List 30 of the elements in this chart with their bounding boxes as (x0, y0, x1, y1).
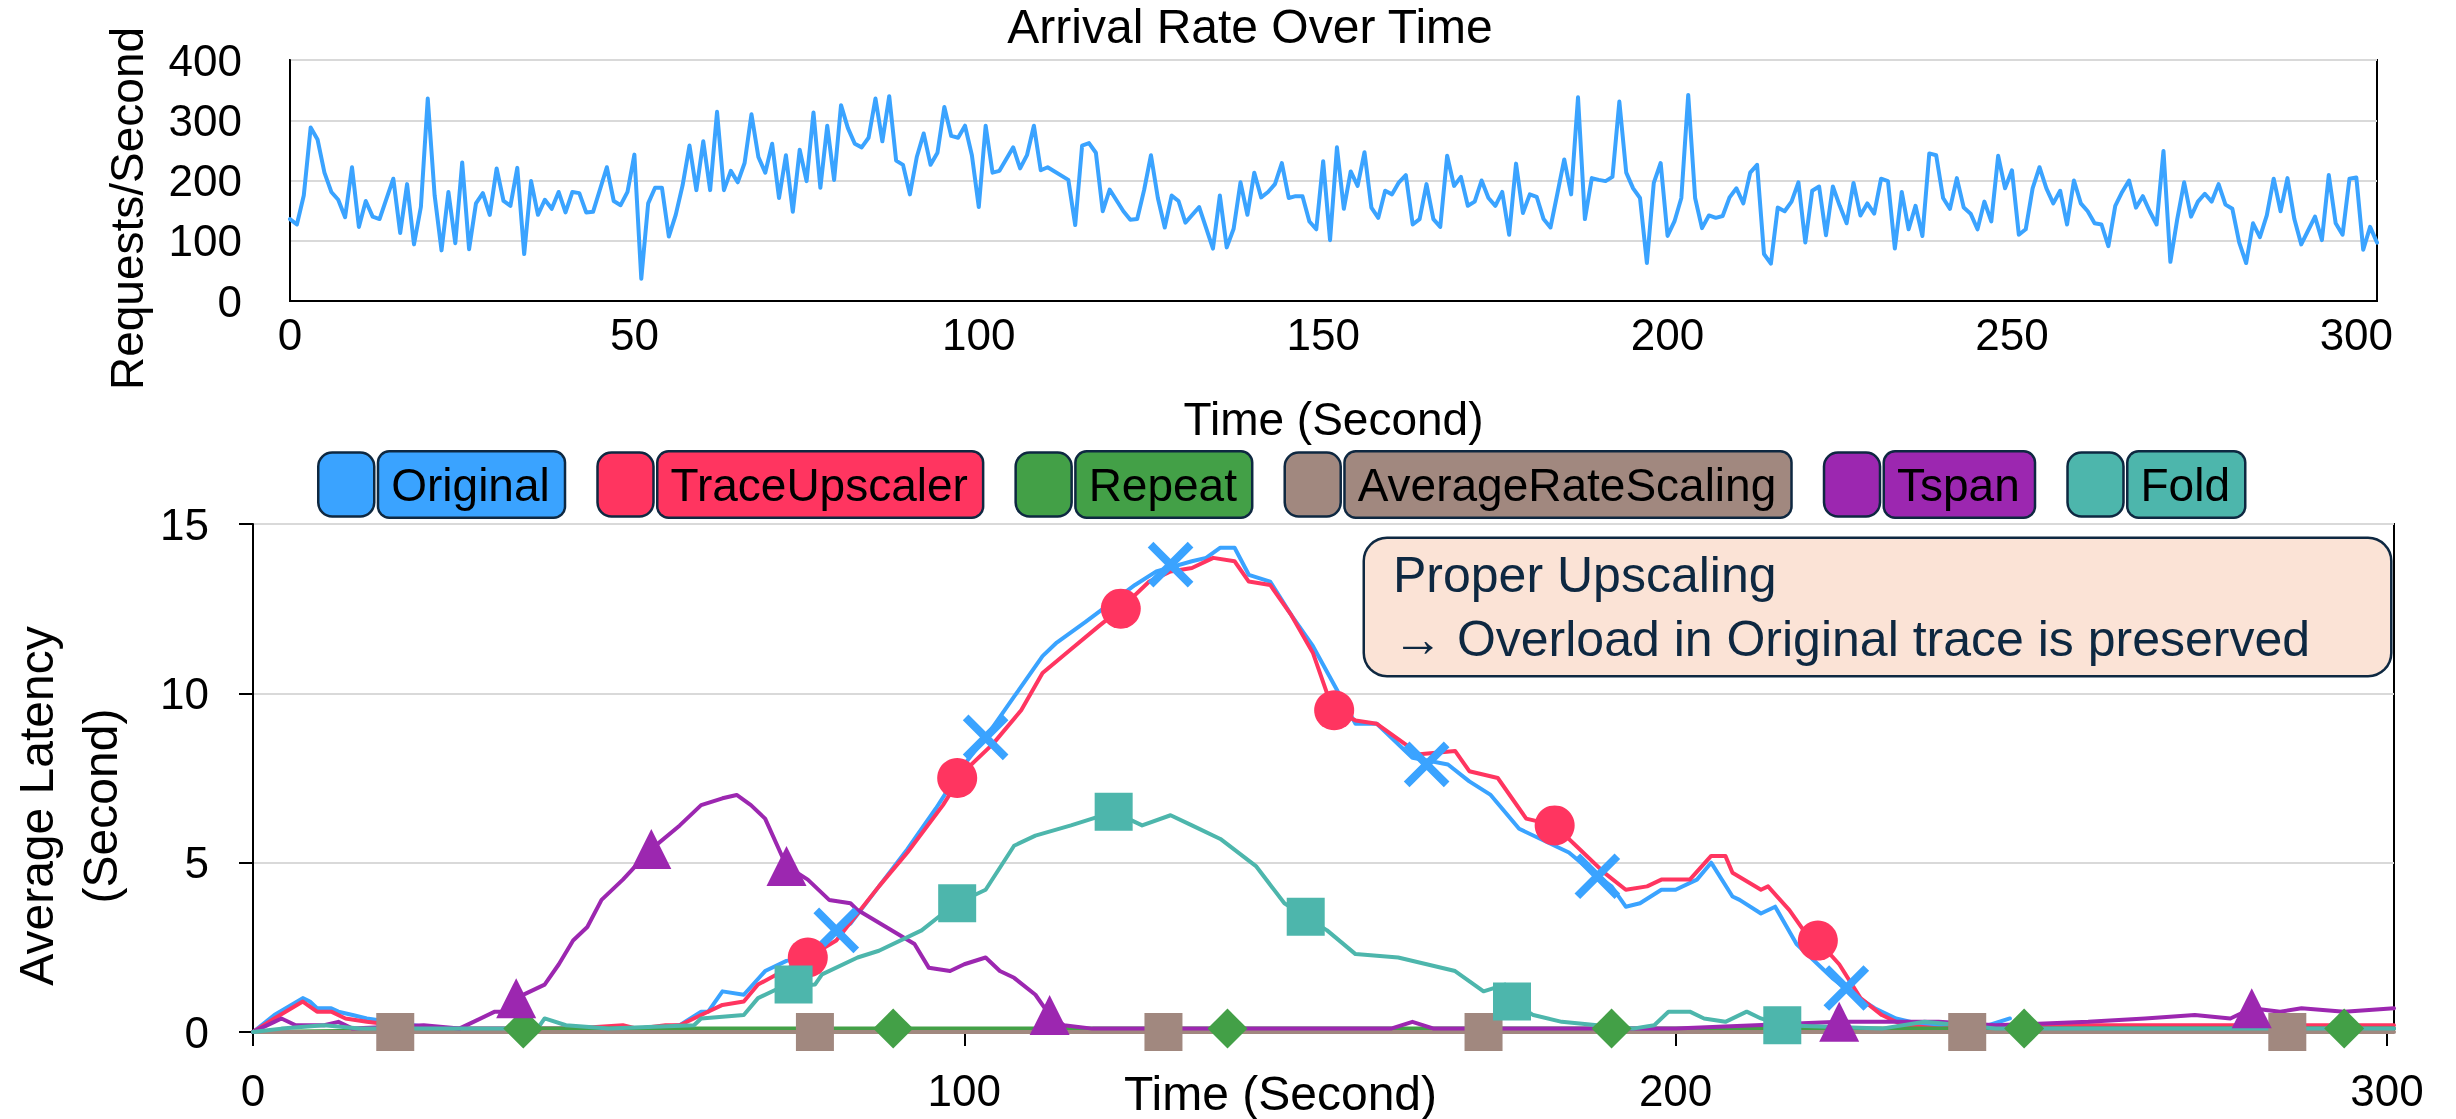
x-tick-label: 100 (942, 309, 1016, 359)
x-tick-label: 100 (927, 1065, 1002, 1115)
y-tick-label: 10 (160, 668, 209, 718)
y-tick-label: 200 (168, 156, 242, 205)
legend-label: Repeat (1088, 458, 1238, 511)
y-tick-label: 5 (184, 838, 209, 888)
x-tick-label: 300 (2319, 309, 2394, 359)
x-tick-label: 250 (1975, 309, 2049, 359)
x-tick-label: 50 (609, 309, 659, 359)
y-tick-label: 400 (168, 35, 242, 85)
y-tick-label: 100 (168, 216, 242, 266)
y-tick-label: 15 (160, 499, 209, 549)
legend-label: AverageRateScaling (1357, 458, 1777, 511)
legend-label: Fold (2140, 458, 2230, 511)
y-axis-title: Average Latency (Second) (9, 626, 127, 986)
y-tick-label: 300 (168, 95, 242, 145)
x-tick-label: 200 (1638, 1065, 1713, 1115)
x-axis-title: Time (Second) (1183, 393, 1484, 445)
x-tick-label: 0 (277, 309, 303, 359)
y-tick-label: 0 (217, 276, 242, 326)
chart-title: Arrival Rate Over Time (1007, 0, 1493, 53)
annotation: Proper Upscaling → Overload in Original trace is preserved (1393, 547, 2311, 667)
y-tick-label: 0 (184, 1007, 209, 1057)
legend-label: Tspan (1897, 458, 2020, 511)
y-axis-title: Requests/Second (101, 26, 153, 391)
x-tick-label: 200 (1630, 309, 1705, 359)
x-tick-label: 300 (2350, 1065, 2424, 1115)
legend-label: TraceUpscaler (670, 458, 968, 511)
legend-label: Original (391, 458, 550, 511)
x-tick-label: 150 (1286, 309, 1360, 359)
